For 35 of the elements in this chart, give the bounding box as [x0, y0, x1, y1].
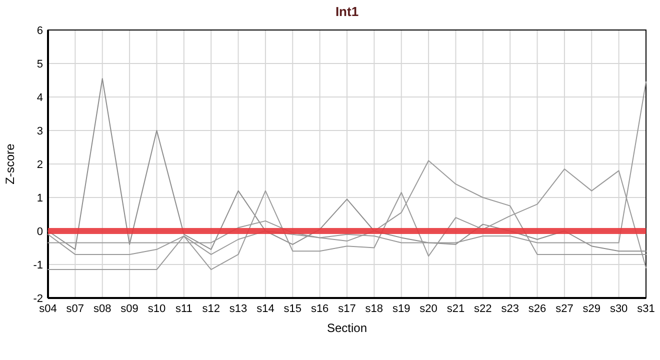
- y-tick-label: -1: [33, 259, 43, 272]
- chart-title: Int1: [335, 4, 359, 19]
- x-tick-label: s18: [365, 303, 384, 315]
- y-tick-label: 1: [36, 192, 43, 204]
- y-tick-label: 2: [36, 158, 43, 171]
- x-tick-label: s11: [175, 303, 192, 315]
- x-tick-label: s21: [446, 303, 465, 315]
- x-tick-label: s04: [39, 303, 57, 315]
- x-tick-label: s14: [256, 303, 274, 315]
- y-axis-title: Z-score: [3, 143, 17, 184]
- x-tick-label: s22: [474, 303, 492, 315]
- x-tick-label: s19: [392, 303, 410, 315]
- x-tick-label: s08: [93, 303, 112, 315]
- x-tick-label: s16: [310, 303, 329, 315]
- x-tick-label: s30: [610, 303, 628, 315]
- x-tick-label: s26: [528, 303, 546, 315]
- x-tick-label: s09: [120, 303, 138, 315]
- x-tick-label: s10: [148, 303, 166, 315]
- y-tick-label: 5: [36, 58, 43, 70]
- x-tick-label: s27: [556, 303, 574, 315]
- x-tick-label: s13: [229, 303, 248, 315]
- x-tick-label: s17: [338, 303, 356, 315]
- x-tick-label: s20: [420, 303, 438, 315]
- y-tick-label: 3: [36, 125, 43, 138]
- y-tick-label: 4: [36, 92, 43, 104]
- x-tick-label: s07: [66, 303, 84, 315]
- y-tick-label: 6: [36, 24, 43, 37]
- x-tick-label: s31: [637, 303, 655, 315]
- x-tick-label: s29: [582, 303, 601, 315]
- y-tick-label: -2: [33, 292, 43, 305]
- y-tick-label: 0: [36, 226, 43, 238]
- x-tick-label: s23: [501, 303, 519, 315]
- x-tick-label: s12: [202, 303, 220, 315]
- x-tick-label: s15: [284, 303, 302, 315]
- x-axis-title: Section: [326, 321, 368, 335]
